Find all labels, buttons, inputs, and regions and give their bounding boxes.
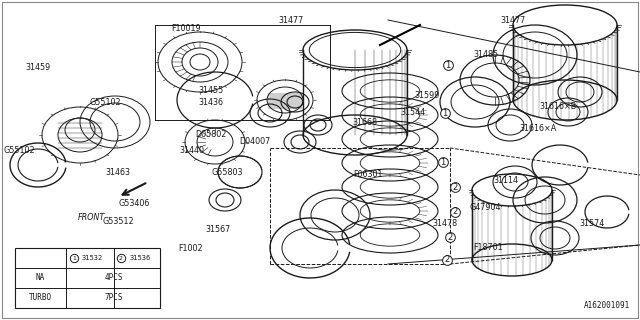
Text: G53512: G53512: [102, 217, 134, 226]
Text: G47904: G47904: [469, 203, 501, 212]
Text: G55102: G55102: [3, 146, 35, 155]
Text: 31436: 31436: [198, 98, 224, 107]
Text: 1: 1: [442, 108, 447, 117]
Text: G55803: G55803: [211, 168, 243, 177]
Text: 31567: 31567: [205, 225, 230, 234]
Text: G53406: G53406: [118, 199, 150, 208]
Text: 1: 1: [445, 60, 451, 69]
Text: F18701: F18701: [474, 243, 503, 252]
Bar: [15, 248, 160, 308]
Text: 31478: 31478: [432, 220, 458, 228]
Text: 31485: 31485: [474, 50, 499, 59]
Text: 31599: 31599: [415, 91, 440, 100]
Text: FRONT: FRONT: [78, 213, 105, 222]
Text: 31532: 31532: [81, 255, 102, 261]
Text: 4PCS: 4PCS: [104, 274, 123, 283]
Text: F10019: F10019: [171, 24, 200, 33]
Text: A162001091: A162001091: [584, 301, 630, 310]
Text: 31463: 31463: [106, 168, 131, 177]
Text: 1: 1: [440, 157, 445, 166]
Text: 31544: 31544: [401, 108, 426, 117]
Text: 31616×B: 31616×B: [540, 102, 577, 111]
Text: NA: NA: [36, 274, 45, 283]
Text: 31459: 31459: [26, 63, 51, 72]
Text: G55102: G55102: [90, 98, 122, 107]
Text: D05802: D05802: [195, 130, 227, 139]
Text: 31477: 31477: [500, 16, 526, 25]
Text: 2: 2: [118, 255, 123, 260]
Text: 2: 2: [447, 233, 452, 242]
Text: 2: 2: [452, 182, 458, 191]
Text: 31440: 31440: [179, 146, 205, 155]
Text: TURBO: TURBO: [29, 293, 52, 302]
Text: D04007: D04007: [239, 137, 270, 146]
Text: 2: 2: [444, 255, 450, 265]
Text: 31477: 31477: [278, 16, 304, 25]
Text: 31536: 31536: [130, 255, 151, 261]
Text: 2: 2: [452, 207, 458, 217]
Text: 31574: 31574: [579, 220, 605, 228]
Text: 31114: 31114: [493, 176, 518, 185]
Text: 31616×A: 31616×A: [519, 124, 556, 132]
Text: 7PCS: 7PCS: [104, 293, 123, 302]
Text: F1002: F1002: [179, 244, 203, 253]
Text: 31668: 31668: [352, 118, 378, 127]
Text: F06301: F06301: [353, 170, 383, 179]
Text: 1: 1: [72, 255, 76, 260]
Text: 31455: 31455: [198, 86, 224, 95]
